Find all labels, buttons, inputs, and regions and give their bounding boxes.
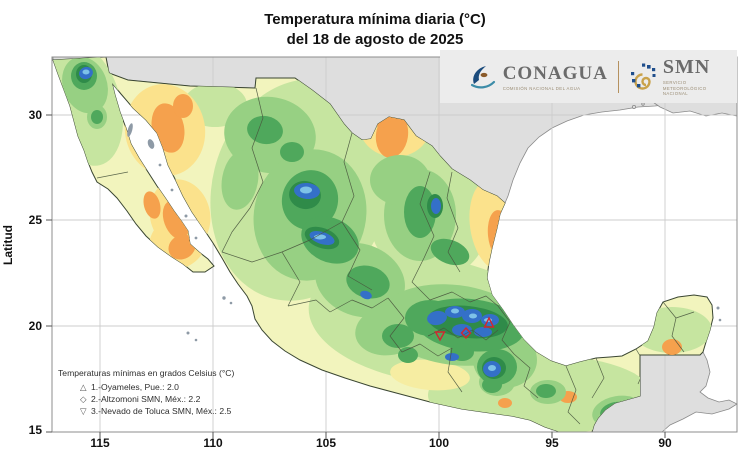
smn-text: SMN SERVICIO METEOROLÓGICO NACIONAL — [663, 56, 710, 97]
legend-item-3: ▽ 3.-Nevado de Toluca SMN, Méx.: 2.5 — [80, 405, 234, 417]
x-tick-90: 90 — [658, 436, 672, 450]
smn-logo: SMN SERVICIO METEOROLÓGICO NACIONAL — [629, 56, 710, 97]
y-tick-25: 25 — [28, 213, 42, 227]
x-tick-100: 100 — [428, 436, 450, 450]
station-legend: Temperaturas mínimas en grados Celsius (… — [58, 368, 234, 418]
station-marker-triangle-down — [434, 331, 446, 342]
station-marker-triangle-up — [483, 316, 495, 328]
plot-frame — [51, 56, 738, 433]
conagua-text: CONAGUA COMISIÓN NACIONAL DEL AGUA — [503, 63, 608, 91]
legend-item-1-label: 1.-Oyameles, Pue.: 2.0 — [91, 382, 179, 392]
legend-item-1: △ 1.-Oyameles, Pue.: 2.0 — [80, 381, 234, 393]
y-tick-30: 30 — [28, 108, 42, 122]
state-boundaries — [96, 87, 695, 425]
y-tick-15: 15 — [28, 423, 42, 437]
legend-item-2-label: 2.-Altzomoni SMN, Méx.: 2.2 — [91, 394, 201, 405]
conagua-wordmark: CONAGUA — [502, 62, 608, 84]
title-line-1: Temperatura mínima diaria (°C) — [264, 11, 486, 28]
x-tick-105: 105 — [315, 436, 337, 450]
smn-subtitle: SERVICIO METEOROLÓGICO NACIONAL — [662, 80, 707, 97]
triangle-down-icon: ▽ — [80, 406, 87, 417]
legend-item-2: ◇ 2.-Altzomoni SMN, Méx.: 2.2 — [80, 393, 234, 405]
diamond-icon: ◇ — [80, 394, 87, 405]
station-legend-title: Temperaturas mínimas en grados Celsius (… — [58, 368, 235, 378]
station-marker-diamond — [460, 326, 472, 340]
legend-item-3-label: 3.-Nevado de Toluca SMN, Méx.: 2.5 — [91, 406, 232, 417]
islands — [127, 123, 722, 342]
smn-spiral-icon — [630, 63, 656, 91]
title-line-2: del 18 de agosto de 2025 — [286, 31, 464, 49]
agency-logo-banner: CONAGUA COMISIÓN NACIONAL DEL AGUA SMN S… — [440, 50, 737, 103]
x-tick-110: 110 — [203, 436, 223, 450]
triangle-up-icon: △ — [80, 382, 87, 393]
station-markers — [434, 316, 495, 342]
conagua-subtitle: COMISIÓN NACIONAL DEL AGUA — [502, 85, 581, 91]
smn-wordmark: SMN — [662, 56, 711, 79]
conagua-water-icon — [470, 65, 495, 88]
logo-divider — [617, 60, 619, 93]
axis-tick-marks — [46, 114, 666, 438]
x-tick-95: 95 — [545, 436, 559, 450]
conagua-logo: CONAGUA COMISIÓN NACIONAL DEL AGUA — [467, 63, 608, 91]
x-tick-115: 115 — [90, 436, 110, 450]
y-tick-20: 20 — [28, 319, 42, 333]
page-title: Temperatura mínima diaria (°C) del 18 de… — [0, 10, 750, 51]
